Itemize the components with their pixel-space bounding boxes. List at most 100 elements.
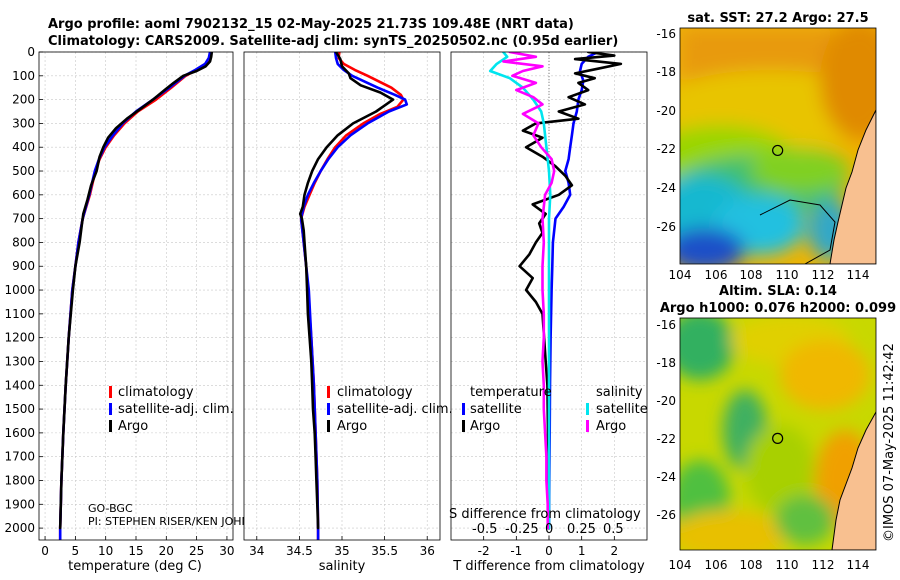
x-tick-label: 36: [420, 544, 435, 558]
lat-tick-16: -16: [656, 318, 676, 332]
legend-swatch-s-satellite: [586, 403, 589, 415]
legend-swatch-s-argo: [586, 420, 589, 432]
legend-label-argo: Argo: [337, 419, 367, 434]
lat-tick-18: -18: [656, 356, 676, 370]
lat-tick-24: -24: [656, 470, 676, 484]
lon-tick-114: 114: [847, 558, 870, 572]
depth-tick-label: 2000: [4, 521, 35, 535]
depth-tick-label: 1000: [4, 283, 35, 297]
x-tick-label: 34.5: [286, 544, 313, 558]
argo-position-marker: [772, 144, 784, 157]
lat-tick-16: -16: [656, 27, 676, 41]
legend-swatch-satellite: [327, 403, 330, 415]
x-tick-label: 2: [611, 544, 619, 558]
figure-title-line1: Argo profile: aoml 7902132_15 02-May-202…: [48, 17, 574, 32]
x-tick-label: 5: [72, 544, 80, 558]
temperature-panel: 0100200300400500600700800900100011001200…: [4, 45, 249, 574]
depth-tick-label: 700: [12, 212, 35, 226]
legend-label-climatology: climatology: [337, 385, 413, 400]
salinity-lines: [298, 52, 409, 540]
x-tick-label: 25: [189, 544, 204, 558]
argo-position-marker: [772, 432, 784, 444]
salinity-xlabel: salinity: [319, 559, 366, 574]
sla-map-subtitle: Argo h1000: 0.076 h2000: 0.099: [660, 301, 896, 316]
temperature-legend: climatology satellite-adj. clim. Argo: [109, 385, 234, 434]
temperature-lines: [58, 52, 214, 540]
lat-tick-22: -22: [656, 432, 676, 446]
s-diff-tick-05: 0.5: [603, 522, 624, 537]
depth-tick-label: 100: [12, 69, 35, 83]
x-tick-label: -2: [478, 544, 490, 558]
lon-tick-104: 104: [669, 558, 692, 572]
legend-label-s-argo: Argo: [596, 419, 626, 434]
t-diff-x-ticks: -2 -1 0 1 2: [478, 536, 618, 558]
t-diff-xlabel: T difference from climatology: [452, 559, 645, 574]
lat-tick-26: -26: [656, 508, 676, 522]
salinity-panel: 34 34.5 35 35.5 36 salinity climatology sate…: [243, 51, 453, 574]
series-line-salinity-argo: [502, 52, 556, 530]
legend-label-argo: Argo: [118, 419, 148, 434]
legend-swatch-argo: [327, 420, 330, 432]
lon-tick-114: 114: [847, 268, 870, 282]
depth-tick-label: 1700: [4, 450, 35, 464]
lon-tick-108: 108: [740, 268, 763, 282]
series-line-argo: [58, 52, 214, 530]
lon-tick-112: 112: [812, 268, 835, 282]
copyright-stamp: ©IMOS 07-May-2025 11:42:42: [882, 343, 897, 542]
sst-map: sat. SST: 27.2 Argo: 27.5 -16 -18: [656, 11, 877, 282]
legend-swatch-argo: [109, 420, 112, 432]
depth-tick-label: 800: [12, 235, 35, 249]
lon-tick-110: 110: [776, 558, 799, 572]
x-tick-label: 35.5: [371, 544, 398, 558]
x-tick-label: 20: [159, 544, 174, 558]
sla-map-image: [680, 318, 876, 550]
depth-tick-label: 1900: [4, 497, 35, 511]
legend-swatch-climatology: [109, 386, 112, 398]
s-diff-tick-025: 0.25: [567, 522, 596, 537]
difference-panel: -2 -1 0 1 2 T difference from climatology S …: [449, 51, 648, 574]
temperature-xlabel: temperature (deg C): [68, 559, 202, 574]
depth-tick-label: 400: [12, 140, 35, 154]
series-line-salinity-satellite: [488, 52, 552, 530]
x-tick-label: -1: [510, 544, 522, 558]
lat-tick-20: -20: [656, 104, 676, 118]
pi-note: PI: STEPHEN RISER/KEN JOHN: [88, 515, 250, 528]
sla-map: Altim. SLA: 0.14 Argo h1000: 0.076 h2000…: [656, 284, 896, 572]
salinity-x-ticks: 34 34.5 35 35.5 36: [249, 536, 435, 558]
depth-tick-label: 1500: [4, 402, 35, 416]
sla-map-title: Altim. SLA: 0.14: [719, 284, 837, 299]
lat-tick-26: -26: [656, 220, 676, 234]
x-tick-label: 10: [98, 544, 113, 558]
difference-lines: [488, 52, 623, 530]
depth-tick-label: 1200: [4, 331, 35, 345]
sst-map-image: [680, 28, 876, 264]
x-tick-label: 1: [578, 544, 586, 558]
lon-tick-106: 106: [705, 558, 728, 572]
s-diff-tick-m025: -0.25: [505, 522, 539, 537]
lat-tick-24: -24: [656, 181, 676, 195]
legend-label-t-satellite: satellite: [470, 402, 522, 417]
depth-tick-label: 600: [12, 188, 35, 202]
legend-label-climatology: climatology: [118, 385, 194, 400]
depth-tick-label: 1100: [4, 307, 35, 321]
program-note: GO-BGC: [88, 502, 133, 515]
legend-swatch-t-satellite: [462, 403, 465, 415]
figure-title-line2: Climatology: CARS2009. Satellite-adj cli…: [48, 34, 618, 49]
legend-swatch-satellite: [109, 403, 112, 415]
salinity-legend: climatology satellite-adj. clim. Argo: [327, 385, 453, 434]
s-diff-tick-m05: -0.5: [472, 522, 497, 537]
sst-map-frame: [679, 27, 877, 265]
series-line-argo: [298, 52, 395, 530]
depth-tick-label: 0: [27, 45, 35, 59]
depth-axis-ticks: 0 100 200 300 400 500 600 700 800 900 1000 1100 1200…: [4, 45, 43, 535]
lon-tick-104: 104: [669, 268, 692, 282]
legend-header-salinity: salinity: [596, 385, 643, 400]
sst-map-xticks: 104 106 108 110 112 114: [669, 268, 870, 282]
sst-map-yticks: -16 -18 -20 -22 -24 -26: [656, 27, 676, 234]
legend-label-s-satellite: satellite: [596, 402, 648, 417]
sla-map-frame: [679, 317, 877, 551]
x-tick-label: 34: [249, 544, 264, 558]
depth-tick-label: 1300: [4, 354, 35, 368]
sla-map-xticks: 104 106 108 110 112 114: [669, 558, 870, 572]
